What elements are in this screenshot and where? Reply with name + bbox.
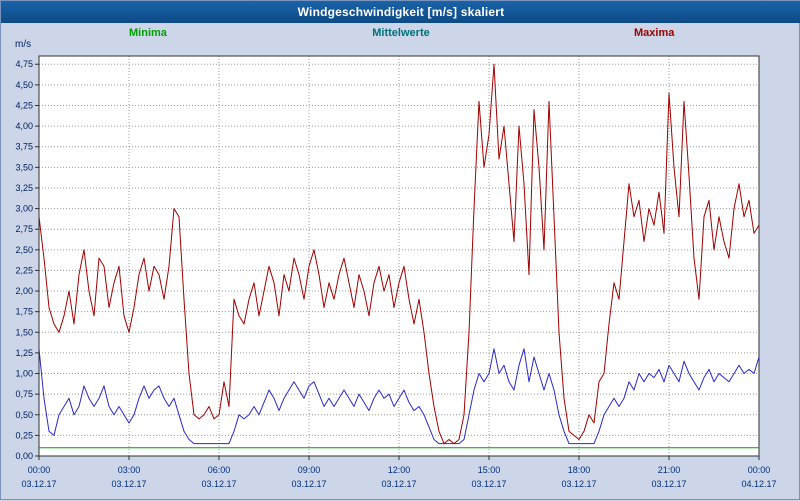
svg-text:4,50: 4,50 [15,80,33,90]
svg-text:12:00: 12:00 [388,465,411,475]
legend-item-minima: Minima [129,27,167,39]
svg-text:21:00: 21:00 [658,465,681,475]
svg-text:03.12.17: 03.12.17 [561,479,596,489]
svg-text:00:00: 00:00 [28,465,51,475]
legend-item-mittelwerte: Mittelwerte [372,27,430,39]
svg-text:3,25: 3,25 [15,183,33,193]
y-axis-unit-label: m/s [15,39,32,50]
svg-text:2,00: 2,00 [15,286,33,296]
svg-text:1,50: 1,50 [15,327,33,337]
svg-text:09:00: 09:00 [298,465,321,475]
svg-text:15:00: 15:00 [478,465,501,475]
svg-text:4,75: 4,75 [15,59,33,69]
svg-text:2,25: 2,25 [15,265,33,275]
legend-item-maxima: Maxima [634,27,675,39]
svg-text:0,25: 0,25 [15,430,33,440]
svg-text:03.12.17: 03.12.17 [291,479,326,489]
svg-text:0,75: 0,75 [15,389,33,399]
svg-text:03.12.17: 03.12.17 [201,479,236,489]
svg-text:3,00: 3,00 [15,204,33,214]
svg-text:4,25: 4,25 [15,100,33,110]
svg-text:18:00: 18:00 [568,465,591,475]
svg-text:4,00: 4,00 [15,121,33,131]
svg-text:2,50: 2,50 [15,245,33,255]
svg-text:3,50: 3,50 [15,162,33,172]
title-bar: Windgeschwindigkeit [m/s] skaliert [1,1,800,23]
svg-text:03.12.17: 03.12.17 [471,479,506,489]
svg-text:03:00: 03:00 [118,465,141,475]
svg-text:03.12.17: 03.12.17 [21,479,56,489]
chart-legend: Minima Mittelwerte Maxima [1,27,800,43]
svg-text:1,00: 1,00 [15,369,33,379]
svg-text:0,50: 0,50 [15,410,33,420]
svg-text:1,75: 1,75 [15,307,33,317]
chart-title: Windgeschwindigkeit [m/s] skaliert [297,5,505,19]
svg-text:00:00: 00:00 [748,465,771,475]
svg-text:04.12.17: 04.12.17 [741,479,776,489]
svg-text:03.12.17: 03.12.17 [381,479,416,489]
svg-text:0,00: 0,00 [15,451,33,461]
svg-text:03.12.17: 03.12.17 [111,479,146,489]
svg-text:06:00: 06:00 [208,465,231,475]
svg-text:2,75: 2,75 [15,224,33,234]
svg-text:3,75: 3,75 [15,142,33,152]
svg-text:03.12.17: 03.12.17 [651,479,686,489]
svg-text:1,25: 1,25 [15,348,33,358]
